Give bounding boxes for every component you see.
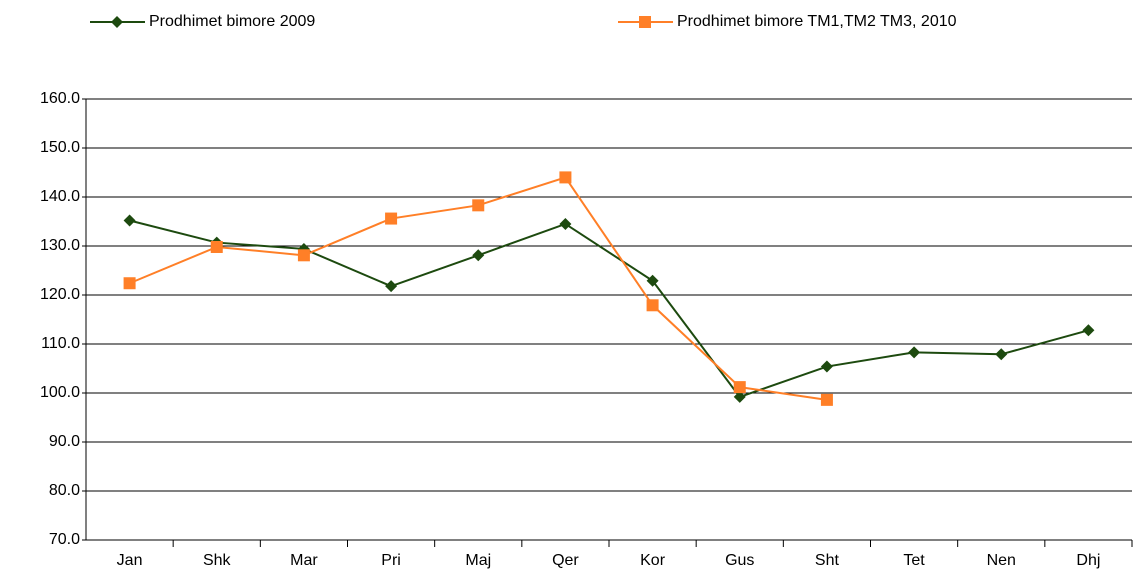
y-tick-label: 140.0 <box>40 188 80 205</box>
x-tick-label: Qer <box>552 552 579 569</box>
marker <box>385 280 398 293</box>
x-tick-label: Shk <box>203 552 232 569</box>
x-tick-label: Maj <box>465 552 491 569</box>
marker <box>559 171 572 184</box>
marker <box>820 393 833 406</box>
marker <box>733 390 746 403</box>
marker <box>995 348 1008 361</box>
y-tick-label: 80.0 <box>49 482 80 499</box>
marker <box>1082 324 1095 337</box>
y-tick-label: 120.0 <box>40 286 80 303</box>
legend-marker <box>639 16 651 28</box>
marker <box>123 277 136 290</box>
x-tick-label: Jan <box>117 552 143 569</box>
y-tick-label: 150.0 <box>40 139 80 156</box>
marker <box>733 381 746 394</box>
marker <box>908 346 921 359</box>
legend-label: Prodhimet bimore 2009 <box>149 13 315 30</box>
x-tick-label: Sht <box>815 552 840 569</box>
y-tick-label: 100.0 <box>40 384 80 401</box>
y-tick-label: 130.0 <box>40 237 80 254</box>
marker <box>210 240 223 253</box>
marker <box>385 212 398 225</box>
marker <box>646 274 659 287</box>
series-line <box>129 219 1089 399</box>
x-tick-label: Dhj <box>1076 552 1100 569</box>
x-tick-label: Mar <box>290 552 318 569</box>
x-tick-label: Pri <box>381 552 401 569</box>
marker <box>472 199 485 212</box>
marker <box>297 249 310 262</box>
y-tick-label: 70.0 <box>49 531 80 548</box>
y-tick-label: 110.0 <box>41 335 80 352</box>
y-tick-label: 160.0 <box>40 90 80 107</box>
marker <box>123 214 136 227</box>
x-tick-label: Gus <box>725 552 754 569</box>
legend-label: Prodhimet bimore TM1,TM2 TM3, 2010 <box>677 13 957 30</box>
marker <box>820 360 833 373</box>
y-tick-label: 90.0 <box>49 433 80 450</box>
marker <box>559 217 572 230</box>
x-tick-label: Kor <box>640 552 666 569</box>
x-tick-label: Tet <box>903 552 925 569</box>
marker <box>646 299 659 312</box>
legend-marker <box>111 16 123 28</box>
marker <box>472 249 485 262</box>
x-tick-label: Nen <box>987 552 1016 569</box>
